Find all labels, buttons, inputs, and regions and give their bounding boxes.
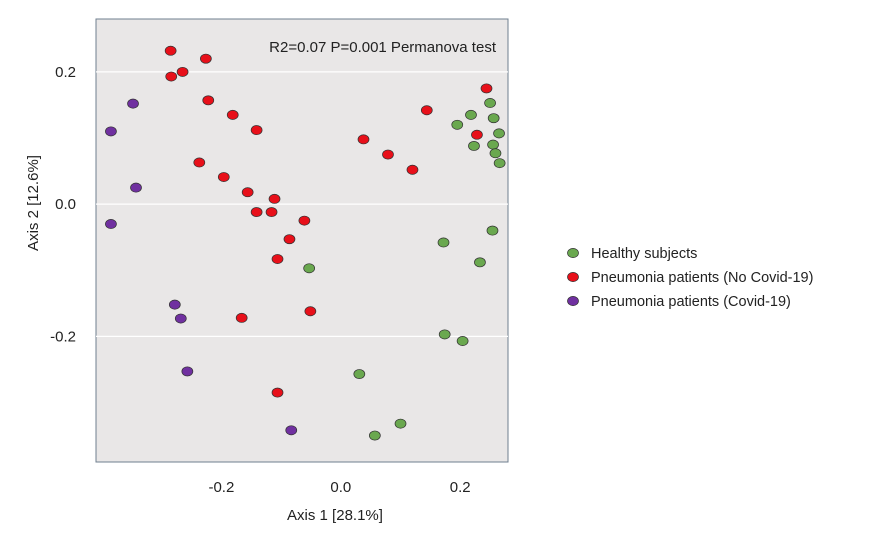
point-series-0-10 xyxy=(486,225,499,236)
point-series-2-6 xyxy=(181,366,194,377)
point-series-1-4 xyxy=(202,95,215,106)
point-series-1-12 xyxy=(265,207,278,218)
point-series-2-4 xyxy=(168,299,181,310)
legend-label-2: Pneumonia patients (Covid-19) xyxy=(591,294,791,310)
point-series-0-9 xyxy=(437,237,450,248)
point-series-1-17 xyxy=(304,306,317,317)
point-series-1-1 xyxy=(200,53,212,64)
point-series-2-1 xyxy=(105,126,117,137)
legend-marker-1 xyxy=(567,272,579,282)
point-series-1-14 xyxy=(283,234,296,245)
point-series-0-2 xyxy=(484,98,496,108)
point-series-0-11 xyxy=(474,257,486,268)
point-series-2-3 xyxy=(105,219,117,229)
point-series-1-8 xyxy=(217,172,230,182)
point-series-0-8 xyxy=(493,158,506,169)
point-series-0-12 xyxy=(303,263,316,274)
legend-label-1: Pneumonia patients (No Covid-19) xyxy=(591,270,813,286)
point-series-1-0 xyxy=(164,45,177,56)
point-series-0-13 xyxy=(438,329,451,340)
x-axis-title: Axis 1 [28.1%] xyxy=(287,507,383,524)
point-series-0-6 xyxy=(487,139,499,150)
legend-marker-0 xyxy=(567,248,579,258)
legend-label-0: Healthy subjects xyxy=(591,246,697,262)
point-series-0-17 xyxy=(368,430,381,441)
y-axis-title: Axis 2 [12.6%] xyxy=(25,155,42,251)
point-series-1-2 xyxy=(176,66,189,77)
point-series-0-0 xyxy=(451,119,464,130)
point-series-1-20 xyxy=(382,149,394,160)
x-tick-label: -0.2 xyxy=(208,479,234,496)
point-series-1-21 xyxy=(406,164,419,175)
point-series-2-5 xyxy=(174,313,187,324)
y-tick-label: 0.0 xyxy=(55,196,76,213)
data-points xyxy=(105,45,506,441)
y-tick-labels: 0.2 0.0 -0.2 xyxy=(50,64,76,345)
x-tick-label: 0.0 xyxy=(330,479,351,496)
point-series-2-0 xyxy=(127,98,139,109)
x-tick-labels: -0.2 0.0 0.2 xyxy=(208,479,470,496)
point-series-1-6 xyxy=(250,125,263,136)
point-series-1-5 xyxy=(226,109,239,120)
x-tick-label: 0.2 xyxy=(450,479,471,496)
point-series-0-7 xyxy=(489,148,502,159)
legend-marker-2 xyxy=(567,296,579,306)
point-series-1-9 xyxy=(241,187,254,198)
point-series-1-3 xyxy=(165,71,178,82)
point-series-1-18 xyxy=(271,387,284,398)
point-series-1-15 xyxy=(271,254,284,264)
point-series-0-3 xyxy=(487,113,500,124)
point-series-1-10 xyxy=(268,193,281,204)
point-series-0-15 xyxy=(353,369,366,380)
point-series-0-16 xyxy=(394,418,407,429)
point-series-1-24 xyxy=(471,129,483,140)
point-series-0-5 xyxy=(468,140,480,151)
point-series-0-4 xyxy=(493,128,505,139)
point-series-0-1 xyxy=(465,109,477,120)
point-series-0-14 xyxy=(456,336,469,346)
point-series-1-7 xyxy=(193,157,206,168)
point-series-1-23 xyxy=(480,83,493,94)
y-tick-label: -0.2 xyxy=(50,328,76,345)
point-series-2-2 xyxy=(130,182,142,193)
point-series-1-16 xyxy=(235,312,248,323)
point-series-1-19 xyxy=(357,134,370,145)
legend: Healthy subjects Pneumonia patients (No C… xyxy=(567,246,813,310)
point-series-1-22 xyxy=(420,105,433,116)
point-series-1-13 xyxy=(298,215,311,226)
point-series-1-11 xyxy=(250,207,263,218)
permanova-annotation: R2=0.07 P=0.001 Permanova test xyxy=(269,39,497,56)
point-series-2-7 xyxy=(285,425,298,436)
y-tick-label: 0.2 xyxy=(55,64,76,81)
